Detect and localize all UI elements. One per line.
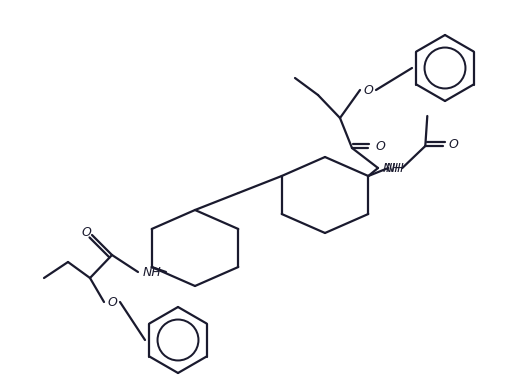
- Text: O: O: [81, 226, 91, 240]
- Text: NH: NH: [385, 161, 404, 175]
- Text: O: O: [107, 296, 117, 308]
- Text: O: O: [363, 84, 372, 96]
- Text: O: O: [447, 137, 458, 151]
- Text: O: O: [374, 140, 384, 152]
- Text: NH: NH: [382, 161, 400, 175]
- Text: NH: NH: [142, 266, 161, 279]
